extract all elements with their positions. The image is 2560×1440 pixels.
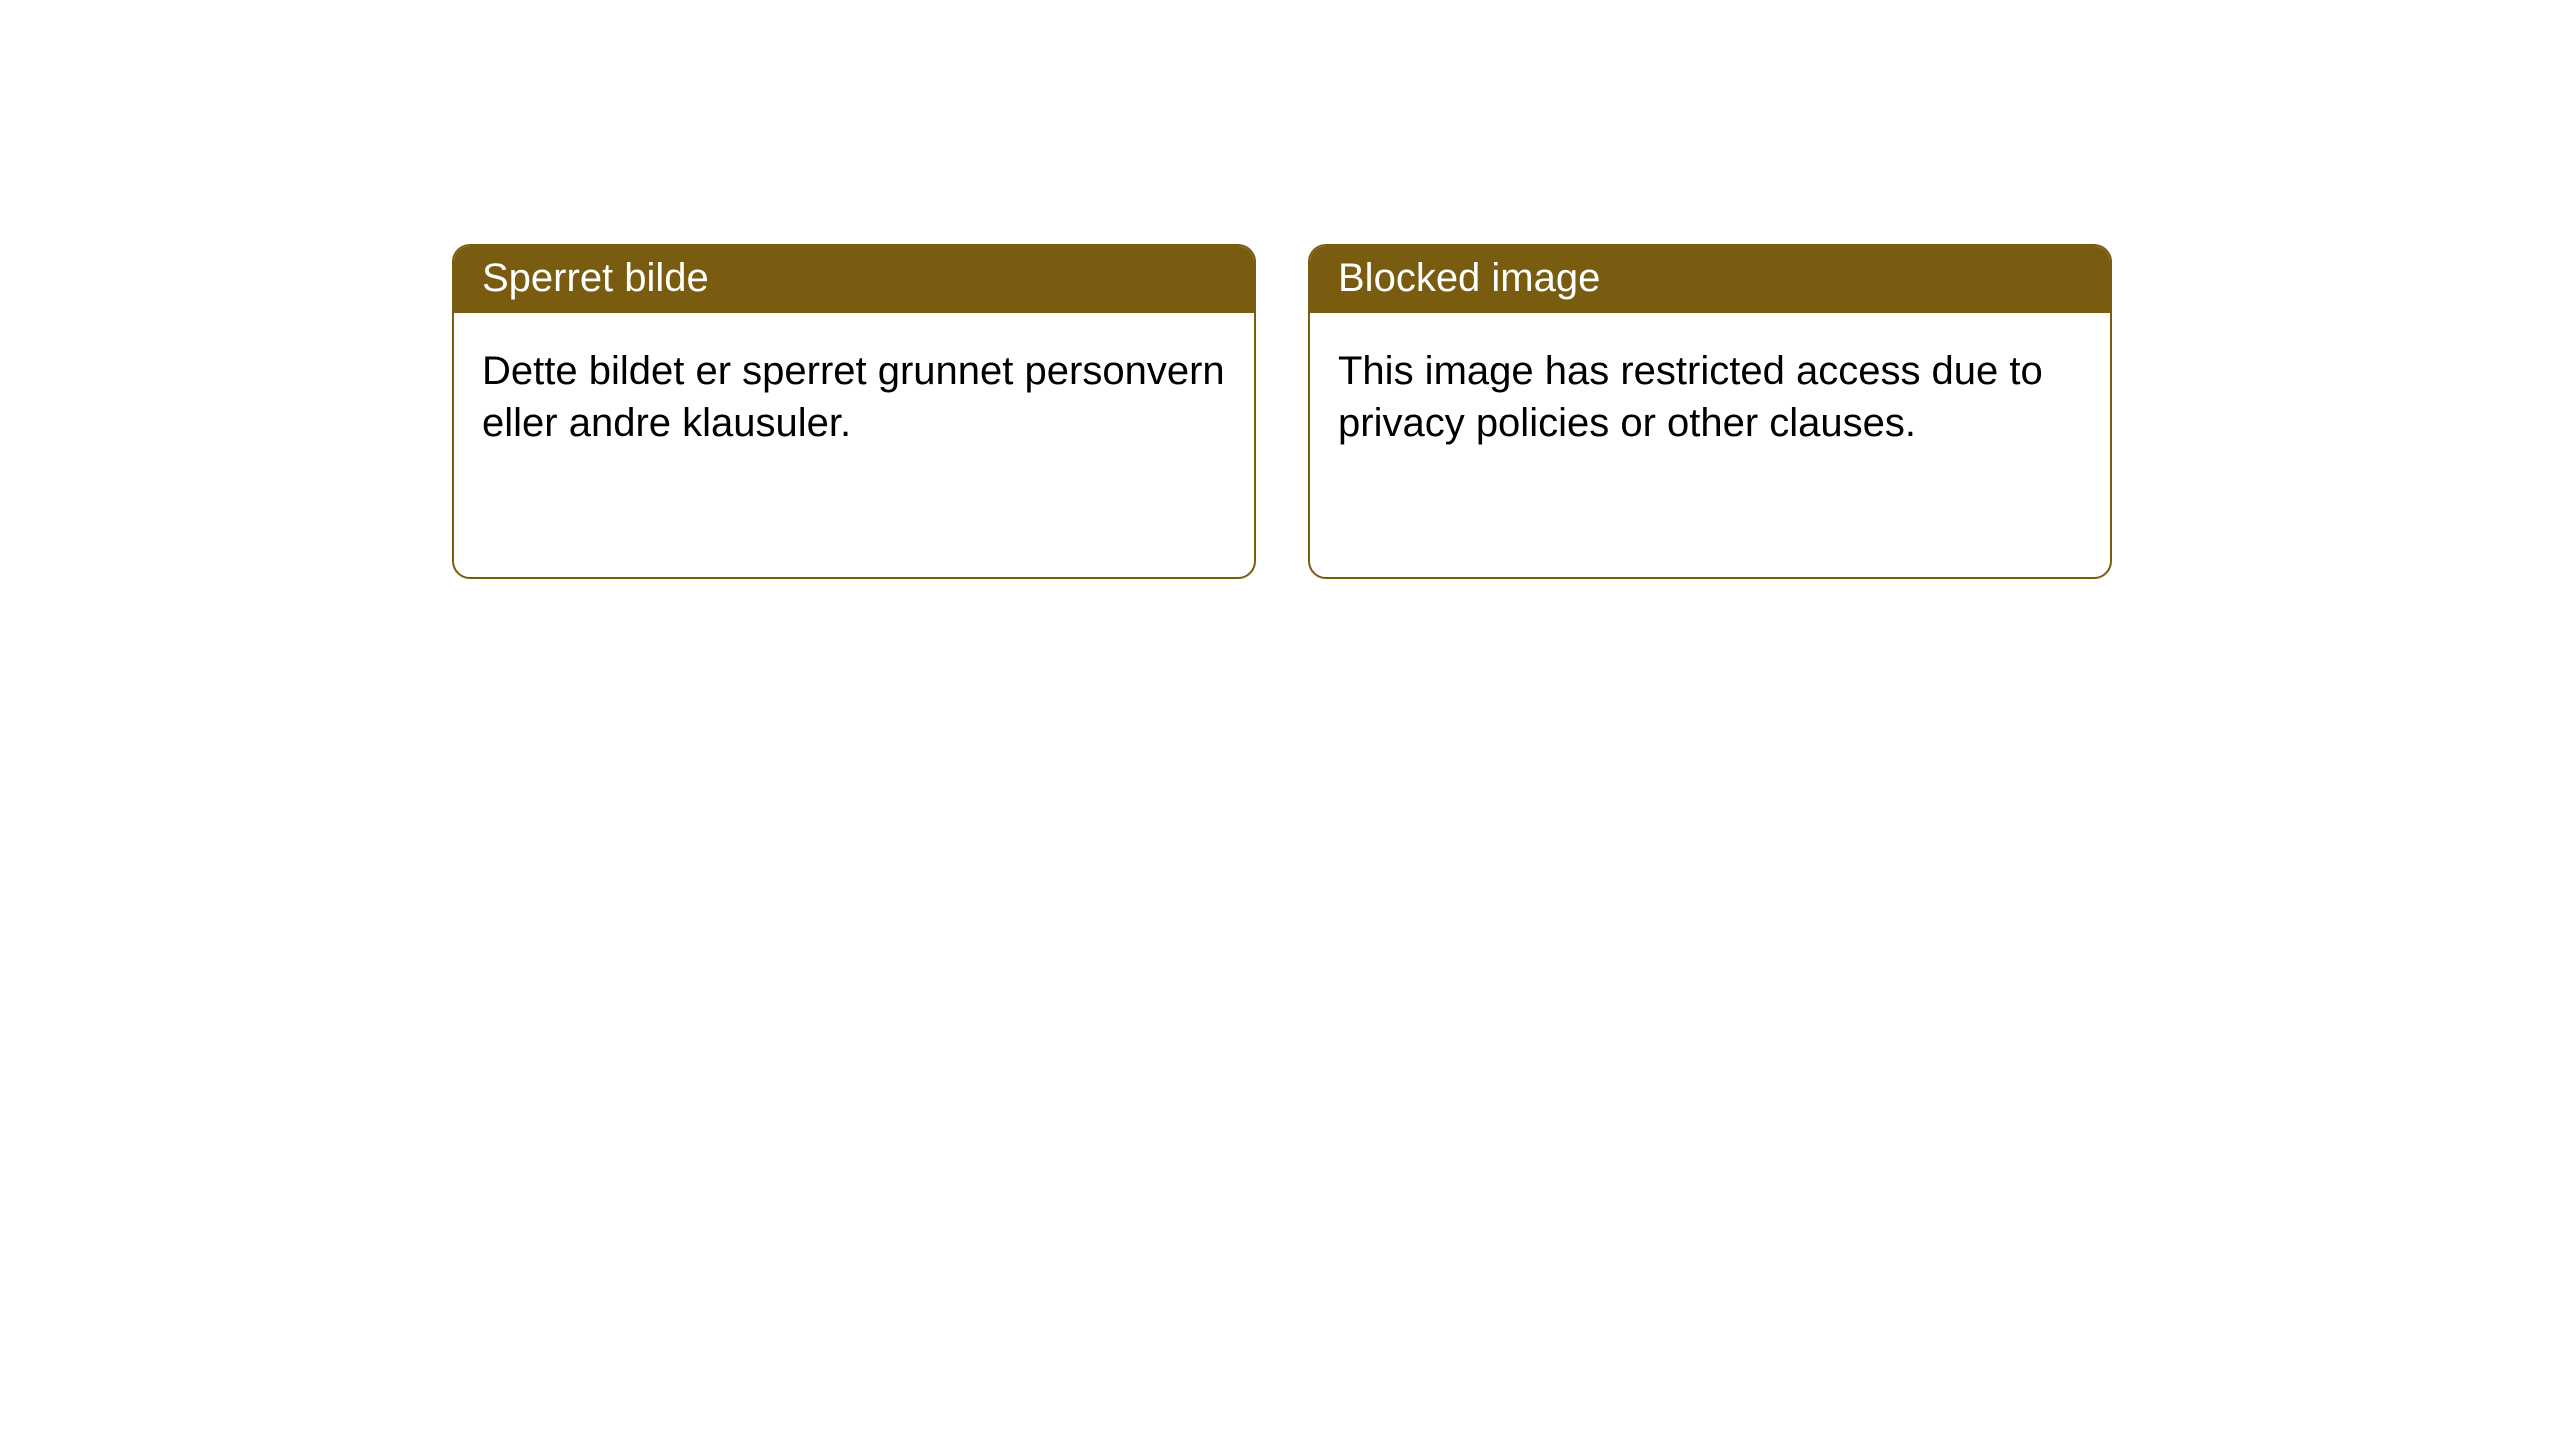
card-title: Sperret bilde [482, 256, 709, 300]
card-header: Blocked image [1310, 246, 2110, 313]
card-body: Dette bildet er sperret grunnet personve… [454, 313, 1254, 477]
blocked-image-cards: Sperret bilde Dette bildet er sperret gr… [452, 244, 2112, 579]
card-title: Blocked image [1338, 256, 1600, 300]
blocked-image-card-norwegian: Sperret bilde Dette bildet er sperret gr… [452, 244, 1256, 579]
blocked-image-card-english: Blocked image This image has restricted … [1308, 244, 2112, 579]
card-body-text: Dette bildet er sperret grunnet personve… [482, 349, 1225, 445]
card-body-text: This image has restricted access due to … [1338, 349, 2043, 445]
card-body: This image has restricted access due to … [1310, 313, 2110, 477]
card-header: Sperret bilde [454, 246, 1254, 313]
